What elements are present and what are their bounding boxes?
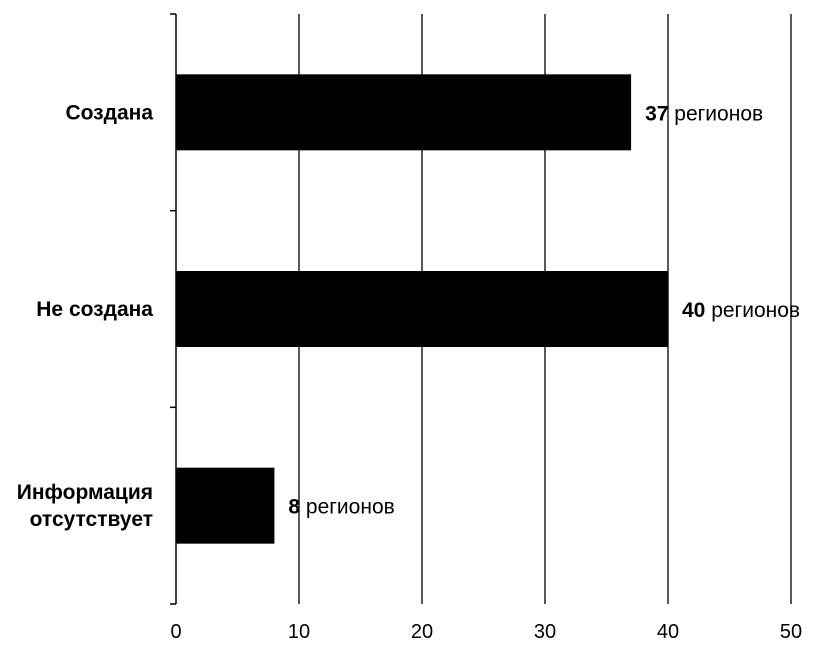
category-labels: Создана Не создана Информация отсутствует <box>17 101 154 531</box>
category-label-1: Не создана <box>36 298 153 321</box>
x-tick-label-10: 10 <box>288 621 310 643</box>
category-label-line: Не создана <box>36 298 153 321</box>
category-label-2: Информация отсутствует <box>17 481 153 531</box>
data-label-suffix-2: регионов <box>300 496 395 519</box>
y-axis <box>170 13 177 605</box>
category-label-line: Информация <box>17 481 153 504</box>
data-label-number-2: 8 <box>288 496 300 519</box>
data-label-number-1: 40 <box>682 299 705 322</box>
x-tick-label-40: 40 <box>657 621 679 643</box>
x-tick-labels: 0 10 20 30 40 50 <box>170 621 802 643</box>
category-label-0: Создана <box>65 101 153 124</box>
bars <box>176 74 668 544</box>
x-tick-label-30: 30 <box>534 621 556 643</box>
x-tick-label-50: 50 <box>780 621 802 643</box>
x-tick-label-20: 20 <box>411 621 433 643</box>
data-label-number-0: 37 <box>645 102 668 125</box>
bar-0 <box>176 74 632 151</box>
data-label-suffix-1: регионов <box>705 299 800 322</box>
category-label-line: отсутствует <box>30 508 153 531</box>
data-label-1: 40 регионов <box>682 299 800 322</box>
data-label-0: 37 регионов <box>645 102 763 125</box>
data-label-suffix-0: регионов <box>668 102 763 125</box>
data-label-2: 8 регионов <box>288 496 394 519</box>
category-label-line: Создана <box>65 101 153 124</box>
bar-2 <box>176 467 275 544</box>
x-tick-label-0: 0 <box>170 621 181 643</box>
bar-1 <box>176 271 668 347</box>
